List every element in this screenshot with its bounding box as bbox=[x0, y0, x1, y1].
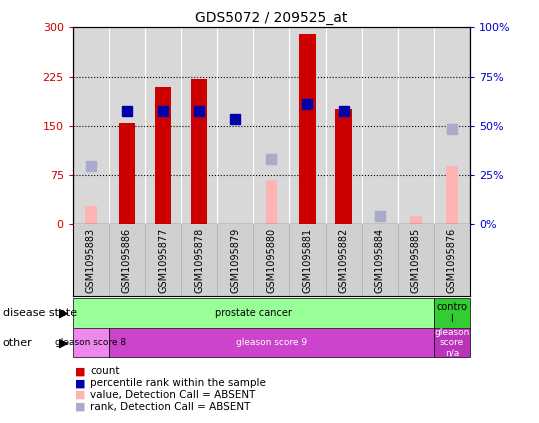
Text: GSM1095882: GSM1095882 bbox=[338, 228, 349, 293]
Text: GSM1095880: GSM1095880 bbox=[266, 228, 277, 293]
Text: gleason score 9: gleason score 9 bbox=[236, 338, 307, 347]
Text: other: other bbox=[3, 338, 32, 348]
Text: GSM1095877: GSM1095877 bbox=[158, 228, 168, 293]
Text: gleason score 8: gleason score 8 bbox=[56, 338, 126, 347]
Text: ■: ■ bbox=[75, 378, 86, 388]
Bar bbox=[335, 110, 352, 224]
Bar bbox=[299, 34, 316, 224]
Text: GSM1095886: GSM1095886 bbox=[122, 228, 132, 293]
Text: GSM1095885: GSM1095885 bbox=[411, 228, 421, 293]
Text: contro
l: contro l bbox=[437, 302, 467, 324]
Bar bbox=[85, 206, 96, 224]
Text: GSM1095881: GSM1095881 bbox=[302, 228, 313, 293]
Text: ▶: ▶ bbox=[59, 336, 69, 349]
Bar bbox=[109, 328, 434, 357]
Bar bbox=[266, 180, 277, 224]
Text: ■: ■ bbox=[75, 402, 86, 412]
Bar bbox=[119, 123, 135, 224]
Text: ▶: ▶ bbox=[59, 307, 69, 319]
Text: GSM1095879: GSM1095879 bbox=[230, 228, 240, 293]
Text: percentile rank within the sample: percentile rank within the sample bbox=[90, 378, 266, 388]
Text: GSM1095878: GSM1095878 bbox=[194, 228, 204, 293]
Bar bbox=[446, 167, 458, 224]
Text: value, Detection Call = ABSENT: value, Detection Call = ABSENT bbox=[90, 390, 255, 400]
Text: GSM1095883: GSM1095883 bbox=[86, 228, 96, 293]
Text: count: count bbox=[90, 366, 120, 376]
Text: ■: ■ bbox=[75, 390, 86, 400]
Text: gleason
score
n/a: gleason score n/a bbox=[434, 328, 469, 357]
Bar bbox=[191, 79, 208, 224]
Text: GSM1095876: GSM1095876 bbox=[447, 228, 457, 293]
Title: GDS5072 / 209525_at: GDS5072 / 209525_at bbox=[195, 11, 348, 25]
Text: ■: ■ bbox=[75, 366, 86, 376]
Text: GSM1095884: GSM1095884 bbox=[375, 228, 385, 293]
Bar bbox=[434, 328, 470, 357]
Text: disease state: disease state bbox=[3, 308, 77, 318]
Bar bbox=[73, 328, 109, 357]
Bar bbox=[434, 298, 470, 328]
Bar bbox=[155, 87, 171, 224]
Text: rank, Detection Call = ABSENT: rank, Detection Call = ABSENT bbox=[90, 402, 251, 412]
Text: prostate cancer: prostate cancer bbox=[215, 308, 292, 318]
Bar bbox=[410, 216, 421, 224]
